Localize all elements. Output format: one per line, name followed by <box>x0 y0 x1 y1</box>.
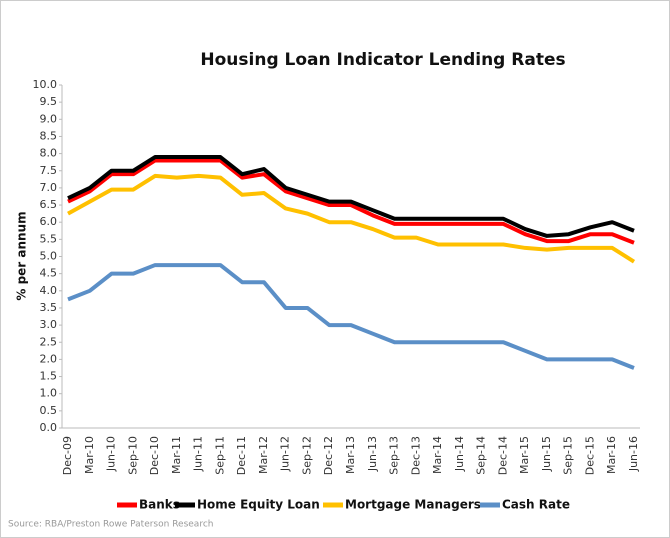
y-tick-label: 5.5 <box>40 232 58 245</box>
y-tick-label: 2.0 <box>40 352 58 365</box>
x-tick-label: Mar-11 <box>170 436 183 474</box>
x-tick-label: Sep-10 <box>126 436 139 475</box>
legend-label: Mortgage Managers <box>345 498 481 512</box>
x-tick-label: Dec-12 <box>322 436 335 475</box>
x-tick-label: Mar-14 <box>431 436 444 474</box>
x-tick-label: Mar-15 <box>518 436 531 474</box>
x-tick-label: Dec-11 <box>235 436 248 475</box>
y-tick-label: 8.5 <box>40 129 58 142</box>
y-tick-label: 6.0 <box>40 215 58 228</box>
x-tick-label: Dec-14 <box>496 436 509 475</box>
x-tick-label: Mar-13 <box>344 436 357 474</box>
x-tick-label: Jun-10 <box>105 436 118 472</box>
y-tick-label: 7.5 <box>40 164 58 177</box>
x-tick-label: Jun-15 <box>540 436 553 472</box>
chart-title: Housing Loan Indicator Lending Rates <box>200 50 565 70</box>
y-tick-label: 9.5 <box>40 95 58 108</box>
x-tick-label: Jun-11 <box>192 436 205 472</box>
y-tick-label: 6.5 <box>40 198 58 211</box>
y-tick-label: 4.0 <box>40 284 58 297</box>
y-tick-label: 0.5 <box>40 404 58 417</box>
x-tick-label: Mar-10 <box>83 436 96 474</box>
x-tick-label: Sep-12 <box>300 436 313 475</box>
y-axis-label: % per annum <box>15 211 29 300</box>
x-tick-label: Sep-15 <box>562 436 575 475</box>
x-tick-label: Dec-13 <box>409 436 422 475</box>
line-series <box>67 158 635 245</box>
y-tick-label: 0.0 <box>40 421 58 434</box>
x-tick-label: Mar-16 <box>605 436 618 474</box>
y-tick-label: 8.0 <box>40 147 58 160</box>
y-tick-label: 7.0 <box>40 181 58 194</box>
y-tick-label: 3.0 <box>40 318 58 331</box>
line-series <box>67 155 635 238</box>
y-tick-label: 4.5 <box>40 267 58 280</box>
x-tick-label: Sep-14 <box>475 436 488 475</box>
x-tick-label: Dec-10 <box>148 436 161 475</box>
y-tick-label: 1.0 <box>40 387 58 400</box>
legend-label: Cash Rate <box>502 498 570 512</box>
line-series <box>67 173 636 264</box>
x-tick-label: Sep-13 <box>388 436 401 475</box>
y-tick-label: 2.5 <box>40 335 58 348</box>
line-series <box>67 263 635 370</box>
x-tick-label: Mar-12 <box>257 436 270 474</box>
y-tick-label: 10.0 <box>33 78 58 91</box>
x-tick-label: Jun-12 <box>279 436 292 472</box>
y-tick-label: 3.5 <box>40 301 58 314</box>
x-tick-label: Jun-13 <box>366 436 379 472</box>
y-tick-label: 1.5 <box>40 370 58 383</box>
legend-label: Home Equity Loan <box>197 498 320 512</box>
x-tick-label: Jun-16 <box>627 436 640 472</box>
y-tick-label: 5.0 <box>40 250 58 263</box>
x-tick-label: Jun-14 <box>453 436 466 472</box>
x-tick-label: Dec-09 <box>61 436 74 475</box>
y-tick-label: 9.0 <box>40 112 58 125</box>
legend-label: Banks <box>139 498 180 512</box>
source: Source: RBA/Preston Rowe Paterson Resear… <box>8 520 213 530</box>
x-tick-label: Sep-11 <box>213 436 226 475</box>
x-tick-label: Dec-15 <box>583 436 596 475</box>
